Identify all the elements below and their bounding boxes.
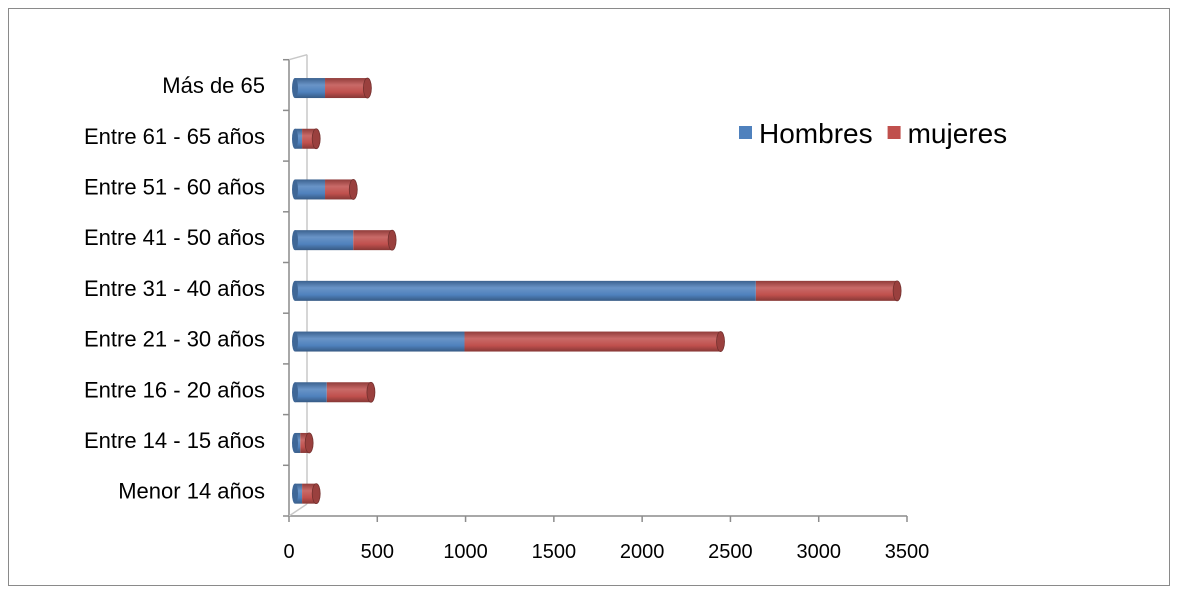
bar-mujeres-entre-21-30-anos xyxy=(464,331,721,352)
bar-hombres-entre-31-40-anos xyxy=(295,280,756,301)
x-tick-label-500: 500 xyxy=(361,541,394,563)
x-tick-label-2500: 2500 xyxy=(708,541,753,563)
bar-mujeres-entre-31-40-anos xyxy=(755,280,898,301)
bar-mujeres-mas-de-65 xyxy=(325,78,368,99)
bar-start-cap-entre-16-20-anos xyxy=(292,382,298,403)
bar-hombres-entre-51-60-anos xyxy=(295,179,326,200)
bar-end-cap-entre-21-30-anos xyxy=(716,331,725,352)
bar-mujeres-entre-41-50-anos xyxy=(353,230,393,251)
bar-hombres-menor-14-anos xyxy=(295,483,303,504)
bar-start-cap-entre-31-40-anos xyxy=(292,280,298,301)
x-tick-label-1500: 1500 xyxy=(532,541,577,563)
bar-start-cap-entre-21-30-anos xyxy=(292,331,298,352)
x-tick-label-3500: 3500 xyxy=(885,541,930,563)
bar-start-cap-mas-de-65 xyxy=(292,78,298,99)
tick-labels: 0 500 1000 1500 2000 2500 3000 3500 xyxy=(283,541,929,563)
category-label-entre-21-30-anos: Entre 21 - 30 años xyxy=(84,327,265,352)
legend-swatch-hombres xyxy=(739,126,752,139)
chart-bars xyxy=(292,77,902,505)
category-label-mas-de-65: Más de 65 xyxy=(162,73,265,98)
x-tick-label-1000: 1000 xyxy=(443,541,488,563)
bar-end-cap-entre-31-40-anos xyxy=(892,280,902,302)
legend-label-hombres: Hombres xyxy=(759,118,873,149)
bar-mujeres-entre-16-20-anos xyxy=(326,382,371,403)
bar-end-cap-entre-51-60-anos xyxy=(348,179,358,200)
bar-end-cap-entre-14-15-anos xyxy=(304,432,314,454)
bar-mujeres-entre-14-15-anos xyxy=(300,432,310,453)
bar-start-cap-menor-14-anos xyxy=(292,483,298,504)
category-label-entre-41-50-anos: Entre 41 - 50 años xyxy=(84,225,265,250)
bar-hombres-entre-16-20-anos xyxy=(295,382,327,403)
bar-start-cap-entre-41-50-anos xyxy=(292,230,298,251)
floor-edge-line xyxy=(288,503,308,517)
category-labels: Menor 14 años Entre 14 - 15 años Entre 16 … xyxy=(84,73,265,504)
category-label-entre-14-15-anos: Entre 14 - 15 años xyxy=(84,428,265,453)
bar-start-cap-entre-51-60-anos xyxy=(292,179,298,200)
bar-end-cap-mas-de-65 xyxy=(362,77,372,99)
category-label-entre-16-20-anos: Entre 16 - 20 años xyxy=(84,377,265,402)
bar-mujeres-entre-51-60-anos xyxy=(325,179,354,200)
category-label-entre-51-60-anos: Entre 51 - 60 años xyxy=(84,174,265,199)
bar-hombres-entre-41-50-anos xyxy=(295,230,354,251)
bar-start-cap-entre-61-65-anos xyxy=(292,128,298,149)
bar-hombres-entre-61-65-anos xyxy=(295,128,303,149)
legend-swatch-mujeres xyxy=(887,126,901,139)
category-label-entre-61-65-anos: Entre 61 - 65 años xyxy=(84,124,265,149)
category-label-menor-14-anos: Menor 14 años xyxy=(118,479,265,504)
bar-end-cap-menor-14-anos xyxy=(311,483,321,505)
chart-legend: Hombres mujeres xyxy=(739,118,1007,149)
bar-end-cap-entre-41-50-anos xyxy=(387,229,397,251)
x-tick-label-3000: 3000 xyxy=(796,541,841,563)
bar-end-cap-entre-16-20-anos xyxy=(366,381,376,403)
bar-start-cap-entre-14-15-anos xyxy=(292,432,298,453)
back-wall-top-line xyxy=(288,53,308,61)
legend-label-mujeres: mujeres xyxy=(908,118,1008,149)
bar-hombres-mas-de-65 xyxy=(295,78,326,99)
category-label-entre-31-40-anos: Entre 31 - 40 años xyxy=(84,276,265,301)
bar-hombres-entre-21-30-anos xyxy=(295,331,465,352)
bar-end-cap-entre-61-65-anos xyxy=(311,128,321,150)
x-tick-label-2000: 2000 xyxy=(620,541,665,563)
x-tick-label-0: 0 xyxy=(283,541,294,563)
